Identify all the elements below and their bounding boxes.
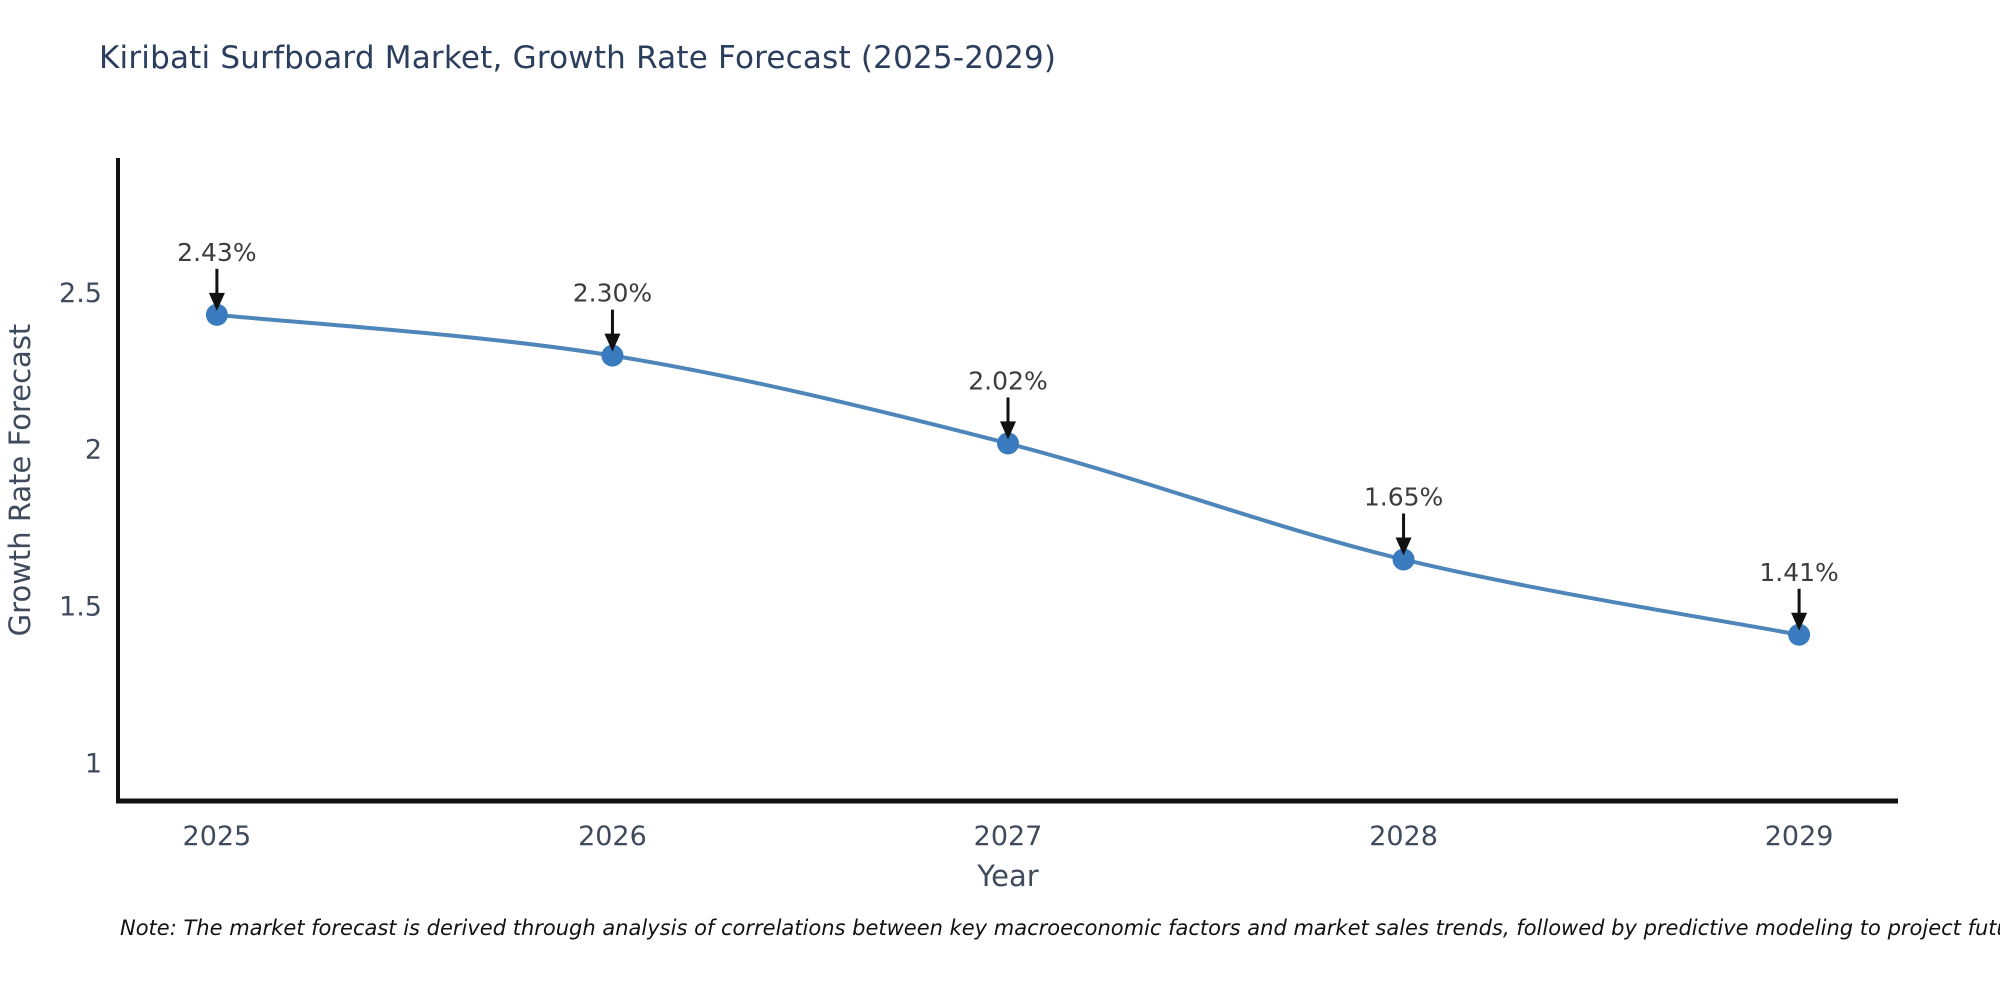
x-tick-label-2029: 2029	[1765, 821, 1834, 852]
x-tick-label-2025: 2025	[183, 821, 252, 852]
annotation-arrowhead-icon	[1395, 537, 1412, 556]
x-tick-label-2028: 2028	[1369, 821, 1438, 852]
annotation-arrowhead-icon	[604, 333, 621, 352]
y-axis-title: Growth Rate Forecast	[3, 324, 37, 637]
y-tick-label-1: 1	[85, 748, 102, 779]
data-point-2027	[997, 432, 1019, 455]
x-tick-label-2027: 2027	[974, 821, 1043, 852]
chart-title: Kiribati Surfboard Market, Growth Rate F…	[99, 40, 1057, 76]
data-point-label: 2.02%	[968, 366, 1047, 395]
data-point-2026	[601, 344, 624, 367]
data-point-2028	[1392, 548, 1415, 571]
data-point-2029	[1788, 623, 1811, 646]
annotation-arrowhead-icon	[1791, 612, 1808, 631]
data-point-label: 1.65%	[1364, 482, 1443, 511]
forecast-trend-line	[214, 312, 1802, 637]
annotation-arrowhead-icon	[208, 292, 225, 311]
data-point-label: 1.41%	[1759, 558, 1838, 587]
footnote: Note: The market forecast is derived thr…	[120, 916, 2000, 940]
y-tick-label-1.5: 1.5	[59, 592, 102, 623]
y-tick-label-2.5: 2.5	[59, 278, 102, 309]
x-axis-title: Year	[976, 859, 1038, 893]
data-point-2025	[205, 303, 228, 326]
x-tick-label-2026: 2026	[578, 821, 647, 852]
y-tick-label-2: 2	[85, 435, 102, 466]
data-point-label: 2.30%	[573, 279, 652, 308]
annotation-arrowhead-icon	[1000, 421, 1016, 440]
data-point-label: 2.43%	[177, 238, 256, 267]
